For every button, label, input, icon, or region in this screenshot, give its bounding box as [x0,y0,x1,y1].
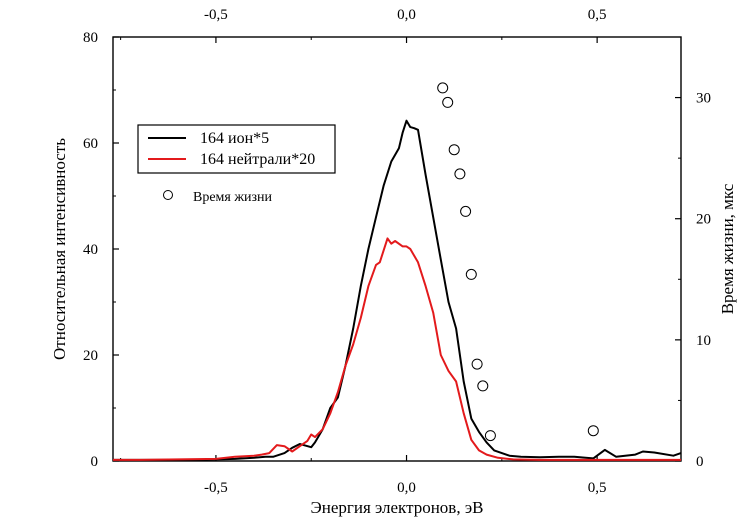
legend-label-neutral: 164 нейтрали*20 [200,151,315,168]
y-tick-label: 80 [83,30,98,46]
series-line-ion [113,119,682,461]
tick-labels: -0,5 -0,5 0,0 0,0 0,5 0,5 0 20 40 60 80 0 10 20 30 [83,7,711,496]
legend-label-lifetime: Время жизни [193,190,273,205]
axis-ticks [113,36,681,462]
plot-frame [112,36,682,462]
legend-box [137,124,336,174]
y-tick-label: 60 [83,136,98,152]
legend-marker-lifetime [163,190,173,200]
y2-tick-label: 20 [696,212,711,228]
lifetime-point [587,425,599,437]
x-tick-label: 0,0 [397,480,416,496]
x2-tick-label: 0,0 [397,7,416,23]
y2-axis-label: Время жизни, мкс [718,183,737,314]
lifetime-point [471,358,483,370]
x-tick-label: -0,5 [204,480,228,496]
y2-tick-label: 10 [696,333,711,349]
x2-tick-label: -0,5 [204,7,228,23]
y-tick-label: 0 [91,454,99,470]
lifetime-point [460,205,472,217]
lifetime-point [465,268,477,280]
x2-tick-label: 0,5 [588,7,607,23]
lifetime-point [454,168,466,180]
y-tick-label: 40 [83,242,98,258]
x-tick-label: 0,5 [588,480,607,496]
y-tick-label: 20 [83,348,98,364]
series-line-neutral [113,237,681,461]
series-layer [113,119,682,461]
legend-label-ion: 164 ион*5 [200,130,269,147]
lifetime-point [442,96,454,108]
y-axis-label: Относительная интенсивность [50,138,69,360]
x-axis-label: Энергия электронов, эВ [311,498,484,517]
lifetime-point [484,430,496,442]
y2-tick-label: 0 [696,454,704,470]
lifetime-point [437,82,449,94]
lifetime-markers [437,82,599,442]
y2-tick-label: 30 [696,91,711,107]
lifetime-point [448,144,460,156]
lifetime-point [477,380,489,392]
legend: 164 ион*5 164 нейтрали*20 Время жизни [137,124,336,205]
